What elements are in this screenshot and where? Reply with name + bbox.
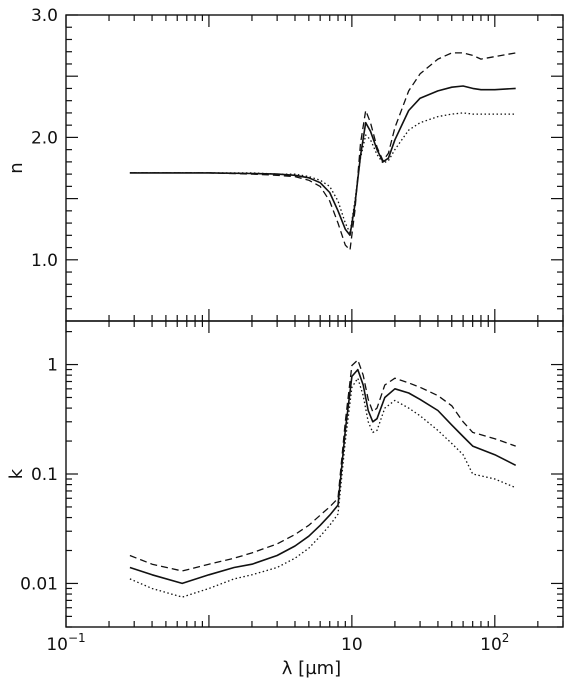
- k-y-tick-label: 0.01: [20, 574, 58, 594]
- n-plot-frame: [65, 14, 564, 322]
- x-tick-base: 10: [341, 635, 363, 655]
- n-panel: 1.0 2.0 3.0 n: [6, 6, 564, 322]
- n-series-dashed-line: [129, 52, 516, 251]
- n-y-axis-label: n: [6, 162, 27, 173]
- x-tick-base: 10: [46, 635, 68, 655]
- x-tick-exponent: 2: [502, 631, 510, 645]
- n-series-dotted-line: [129, 112, 516, 234]
- k-y-tick-label: 1: [47, 356, 58, 376]
- k-series-dashed-line: [129, 359, 516, 572]
- x-tick-label: 10: [341, 635, 363, 655]
- n-series-solid-line: [129, 85, 516, 237]
- k-series-dotted-line: [129, 377, 516, 598]
- k-series-solid-line: [129, 368, 517, 585]
- n-y-tick-label: 2.0: [31, 128, 58, 148]
- x-tick-exponent: −1: [68, 631, 86, 645]
- x-tick-label: 102: [480, 631, 509, 655]
- k-plot-frame: [65, 320, 564, 628]
- x-tick-base: 10: [480, 635, 502, 655]
- n-y-tick-label: 1.0: [31, 251, 58, 271]
- k-y-axis-label: k: [6, 468, 27, 479]
- x-tick-label: 10−1: [46, 631, 85, 655]
- x-axis-label: λ [µm]: [282, 658, 341, 679]
- n-y-tick-label: 3.0: [31, 6, 58, 26]
- k-y-tick-label: 0.1: [31, 465, 58, 485]
